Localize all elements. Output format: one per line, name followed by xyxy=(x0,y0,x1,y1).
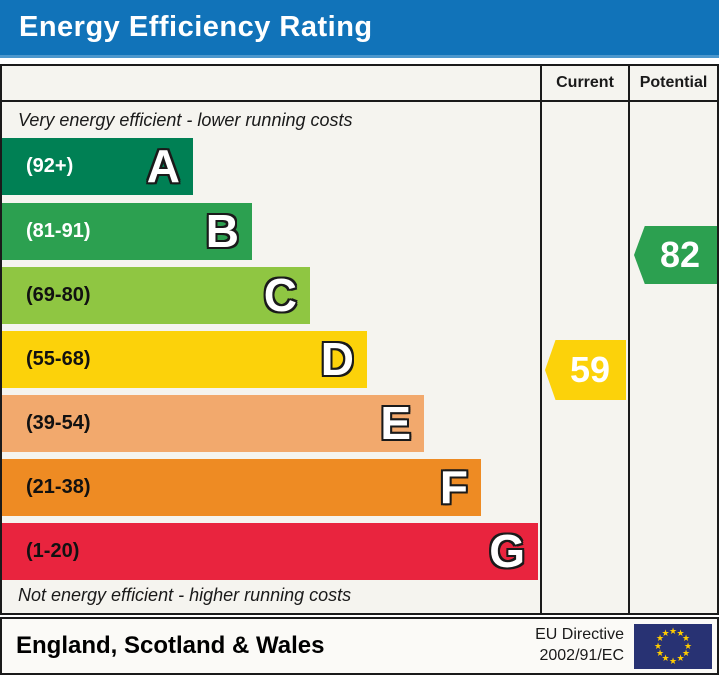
table-header-row: Current Potential xyxy=(2,66,717,102)
eu-flag-star: ★ xyxy=(676,653,685,664)
band-row-f: (21-38) F xyxy=(2,459,481,516)
band-range-g: (1-20) xyxy=(26,540,80,562)
eu-flag-star: ★ xyxy=(661,653,670,664)
band-letter-c: C xyxy=(263,268,297,321)
eu-flag-star: ★ xyxy=(653,640,663,651)
band-row-e: (39-54) E xyxy=(2,395,424,452)
band-row-g: (1-20) G xyxy=(2,523,538,580)
bottom-note: Not energy efficient - higher running co… xyxy=(18,585,352,605)
band-range-f: (21-38) xyxy=(26,476,91,498)
band-letter-g: G xyxy=(489,524,525,577)
footer-bar: England, Scotland & Wales EU Directive 2… xyxy=(0,617,719,675)
potential-column-header: Potential xyxy=(639,74,708,91)
band-letter-b: B xyxy=(205,204,239,257)
current-value: 59 xyxy=(569,349,611,390)
potential-value: 82 xyxy=(659,234,701,275)
title-bar: Energy Efficiency Rating xyxy=(0,0,719,58)
eu-flag-star: ★ xyxy=(668,655,678,666)
eu-flag-icon: ★ ★ ★ ★ ★ ★ ★ ★ ★ ★ ★ ★ xyxy=(634,623,712,669)
band-range-b: (81-91) xyxy=(26,220,91,242)
band-letter-f: F xyxy=(439,460,468,513)
column-divider-current xyxy=(540,66,542,613)
potential-marker: 82 xyxy=(634,226,717,284)
page-title: Energy Efficiency Rating xyxy=(19,11,373,43)
eu-flag-star: ★ xyxy=(683,640,693,651)
top-note: Very energy efficient - lower running co… xyxy=(18,110,353,130)
eu-flag-star: ★ xyxy=(668,625,678,636)
band-row-d: (55-68) D xyxy=(2,331,367,388)
band-row-c: (69-80) C xyxy=(2,267,310,324)
rating-table: Current Potential Very energy efficient … xyxy=(0,64,719,615)
eu-flag-star: ★ xyxy=(676,627,685,638)
band-range-a: (92+) xyxy=(26,155,74,177)
eu-directive-label: EU Directive 2002/91/EC xyxy=(535,625,624,667)
eu-flag-star: ★ xyxy=(655,633,665,643)
band-range-d: (55-68) xyxy=(26,348,91,370)
band-letter-e: E xyxy=(380,396,411,449)
region-label: England, Scotland & Wales xyxy=(16,632,325,659)
current-marker: 59 xyxy=(545,340,626,400)
band-letter-a: A xyxy=(146,139,180,192)
eu-directive-line2: 2002/91/EC xyxy=(539,647,624,664)
band-row-b: (81-91) B xyxy=(2,203,252,260)
band-range-e: (39-54) xyxy=(26,412,91,434)
band-row-a: (92+) A xyxy=(2,138,193,195)
eu-flag-star: ★ xyxy=(681,648,691,658)
eu-directive-line1: EU Directive xyxy=(535,626,624,644)
eu-flag-star: ★ xyxy=(661,627,670,638)
current-column-header: Current xyxy=(556,74,614,91)
band-range-c: (69-80) xyxy=(26,284,91,306)
column-divider-potential xyxy=(628,66,630,613)
eu-flag-star: ★ xyxy=(655,648,665,658)
eu-flag-star: ★ xyxy=(681,633,691,643)
band-letter-d: D xyxy=(320,332,354,385)
